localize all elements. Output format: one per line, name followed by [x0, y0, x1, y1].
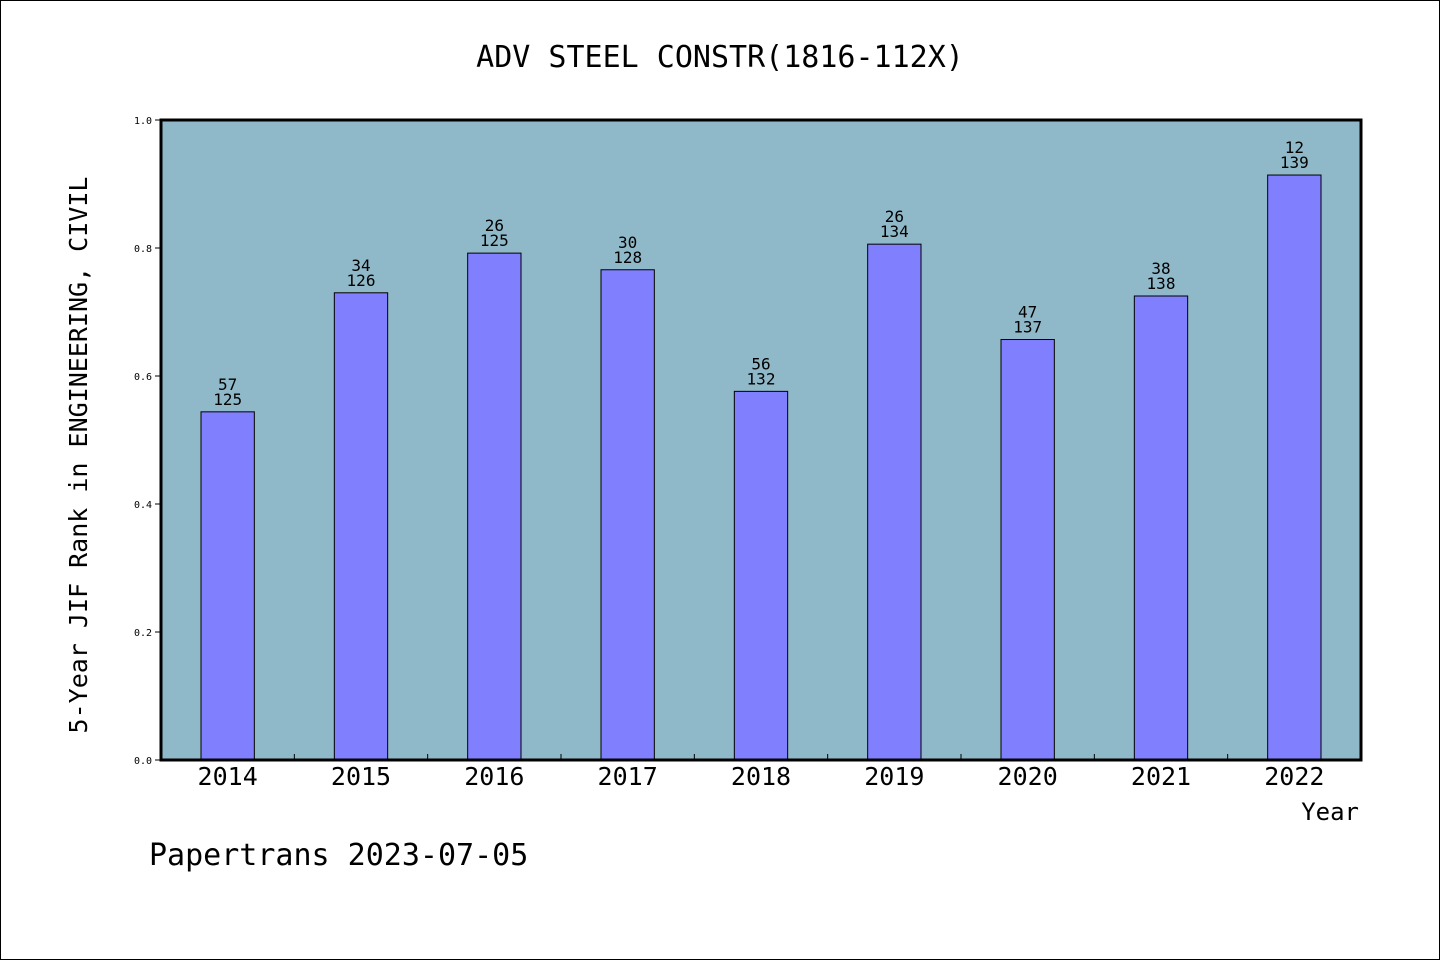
y-tick-label: 0.0 — [134, 756, 152, 767]
y-axis-label: 5-Year JIF Rank in ENGINEERING, CIVIL — [64, 177, 93, 734]
y-tick-label: 0.2 — [134, 628, 152, 639]
bar-total-label: 132 — [747, 369, 776, 388]
y-tick-label: 0.6 — [134, 372, 152, 383]
bar-rank-label: 34 — [351, 256, 370, 275]
bar-2015 — [333, 292, 389, 761]
bar-rank-label: 47 — [1018, 303, 1037, 322]
x-tick-label: 2017 — [598, 762, 658, 791]
bar-total-label: 137 — [1013, 318, 1042, 337]
x-tick-label: 2020 — [998, 762, 1058, 791]
bar-2014 — [200, 411, 255, 761]
bar-total-label: 126 — [347, 271, 376, 290]
bar-rank-label: 57 — [218, 375, 237, 394]
bar-rank-label: 38 — [1151, 259, 1170, 278]
bar-rank-label: 26 — [485, 216, 504, 235]
plot-border — [159, 118, 1363, 762]
footer-text: Papertrans 2023-07-05 — [149, 838, 528, 873]
bar-2017 — [600, 269, 655, 761]
chart-title: ADV STEEL CONSTR(1816-112X) — [476, 40, 964, 75]
x-tick-label: 2019 — [864, 762, 924, 791]
bar-2022 — [1267, 174, 1322, 761]
bar-rank-label: 12 — [1285, 138, 1304, 157]
x-axis-label: Year — [1301, 798, 1359, 826]
x-tick-label: 2014 — [198, 762, 258, 791]
bar-2018 — [733, 390, 789, 761]
x-tick-label: 2016 — [464, 762, 524, 791]
x-tick-label: 2015 — [331, 762, 391, 791]
bar-rank-label: 26 — [885, 207, 904, 226]
bar-rank-label: 30 — [618, 233, 637, 252]
bar-2019 — [867, 243, 922, 761]
bar-total-label: 125 — [213, 390, 242, 409]
bar-total-label: 134 — [880, 222, 909, 241]
bar-rank-label: 56 — [751, 354, 770, 373]
y-tick-label: 0.4 — [134, 500, 152, 511]
bar-total-label: 139 — [1280, 153, 1309, 172]
y-tick-label: 0.8 — [134, 244, 152, 255]
bar-total-label: 138 — [1147, 274, 1176, 293]
bar-2020 — [1000, 339, 1055, 761]
bar-total-label: 125 — [480, 231, 509, 250]
bar-2016 — [467, 252, 522, 761]
bar-total-label: 128 — [613, 248, 642, 267]
x-tick-label: 2018 — [731, 762, 791, 791]
x-tick-label: 2021 — [1131, 762, 1191, 791]
y-tick-label: 1.0 — [134, 116, 152, 127]
bar-2021 — [1133, 295, 1189, 761]
x-tick-label: 2022 — [1264, 762, 1324, 791]
